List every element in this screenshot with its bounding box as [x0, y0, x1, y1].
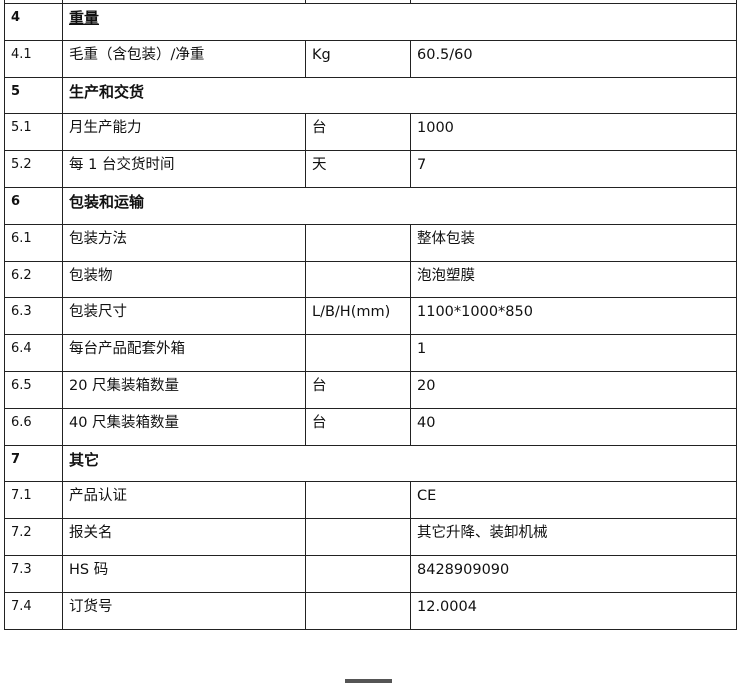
section-row: 6 包装和运输 — [4, 186, 737, 225]
table-row: 7.4 订货号 12.0004 — [4, 591, 737, 630]
table-row: 5.2 每 1 台交货时间天 7 — [4, 150, 737, 188]
section-title: 生产和交货 — [62, 76, 737, 115]
item-number: 6.6 — [4, 407, 63, 446]
item-number: 7.1 — [4, 481, 63, 520]
item-unit: 台 — [305, 113, 411, 152]
item-number: 6 — [4, 186, 63, 225]
item-unit — [305, 481, 411, 520]
item-name: 每 1 台交货时间 — [62, 150, 306, 188]
item-name: 订货号 — [62, 591, 306, 630]
item-name: 报关名 — [62, 518, 306, 556]
table-row: 7.2 报关名 其它升降、装卸机械 — [4, 518, 737, 556]
item-number: 6.3 — [4, 297, 63, 336]
item-unit: Kg — [305, 39, 411, 78]
item-number: 5 — [4, 76, 63, 115]
item-value: 整体包装 — [410, 223, 737, 262]
item-number: 6.1 — [4, 223, 63, 262]
section-row: 7 其它 — [4, 444, 737, 483]
item-number: 4.1 — [4, 39, 63, 78]
item-value: 40 — [410, 407, 737, 446]
section-title: 包装和运输 — [62, 186, 737, 225]
item-number: 7 — [4, 444, 63, 483]
item-value: 1 — [410, 334, 737, 372]
item-number: 7.4 — [4, 591, 63, 630]
table-row: 7.1 产品认证 CE — [4, 481, 737, 520]
table-row: 6.2 包装物 泡泡塑膜 — [4, 260, 737, 299]
item-value: 泡泡塑膜 — [410, 260, 737, 299]
item-unit: 台 — [305, 407, 411, 446]
item-name: 20 尺集装箱数量 — [62, 370, 306, 409]
item-unit — [305, 591, 411, 630]
item-number: 5.2 — [4, 150, 63, 188]
item-name: HS 码 — [62, 554, 306, 593]
table-row: 6.4 每台产品配套外箱 1 — [4, 334, 737, 372]
item-name: 包装方法 — [62, 223, 306, 262]
item-unit — [305, 554, 411, 593]
item-name: 40 尺集装箱数量 — [62, 407, 306, 446]
item-name: 包装物 — [62, 260, 306, 299]
item-unit: L/B/H(mm) — [305, 297, 411, 336]
item-name: 毛重（含包装）/净重 — [62, 39, 306, 78]
item-unit — [305, 334, 411, 372]
section-row: 5 生产和交货 — [4, 76, 737, 115]
item-number: 6.5 — [4, 370, 63, 409]
item-value: CE — [410, 481, 737, 520]
section-row: 4 重量 — [4, 3, 737, 41]
item-unit — [305, 260, 411, 299]
section-title: 其它 — [62, 444, 737, 483]
scroll-indicator — [345, 679, 392, 683]
table-row: 6.1 包装方法 整体包装 — [4, 223, 737, 262]
item-name: 每台产品配套外箱 — [62, 334, 306, 372]
item-value: 1100*1000*850 — [410, 297, 737, 336]
item-name: 包装尺寸 — [62, 297, 306, 336]
item-value: 20 — [410, 370, 737, 409]
item-name: 月生产能力 — [62, 113, 306, 152]
table-row: 6.3 包装尺寸 L/B/H(mm) 1100*1000*850 — [4, 297, 737, 336]
table-row: 6.6 40 尺集装箱数量台 40 — [4, 407, 737, 446]
item-number: 5.1 — [4, 113, 63, 152]
item-value: 1000 — [410, 113, 737, 152]
item-value: 12.0004 — [410, 591, 737, 630]
table-row: 5.1 月生产能力台 1000 — [4, 113, 737, 152]
item-number: 7.3 — [4, 554, 63, 593]
item-value: 7 — [410, 150, 737, 188]
item-unit — [305, 223, 411, 262]
section-title: 重量 — [62, 3, 737, 41]
item-unit — [305, 518, 411, 556]
table-row: 7.3 HS 码 8428909090 — [4, 554, 737, 593]
item-number: 6.4 — [4, 334, 63, 372]
item-value: 其它升降、装卸机械 — [410, 518, 737, 556]
item-value: 8428909090 — [410, 554, 737, 593]
previous-row-edge — [4, 0, 737, 4]
item-number: 4 — [4, 3, 63, 41]
spec-table: 4 重量 4.1 毛重（含包装）/净重 Kg 60.5/60 5 生产和交货 5.1 月生产能力台… — [4, 3, 737, 630]
table-row: 6.5 20 尺集装箱数量台 20 — [4, 370, 737, 409]
item-number: 7.2 — [4, 518, 63, 556]
table-row: 4.1 毛重（含包装）/净重 Kg 60.5/60 — [4, 39, 737, 78]
item-unit: 天 — [305, 150, 411, 188]
item-number: 6.2 — [4, 260, 63, 299]
item-unit: 台 — [305, 370, 411, 409]
item-name: 产品认证 — [62, 481, 306, 520]
item-value: 60.5/60 — [410, 39, 737, 78]
